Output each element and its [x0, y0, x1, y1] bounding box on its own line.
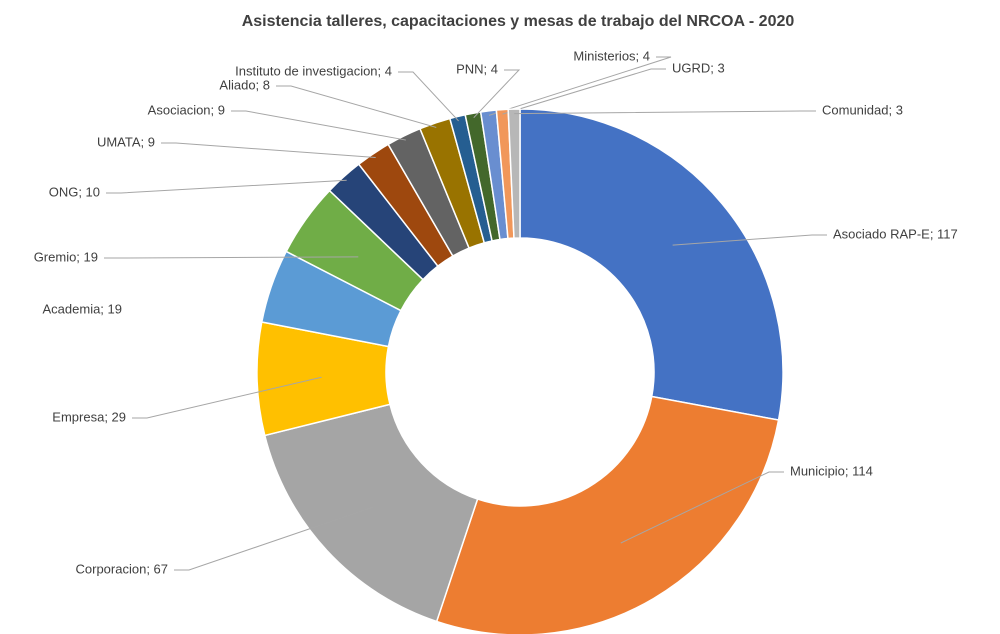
leader-line: [276, 85, 437, 128]
leader-line: [398, 71, 459, 122]
donut-slice: [519, 108, 784, 421]
data-label: Academia; 19: [43, 301, 123, 316]
donut-slice: [435, 395, 780, 634]
leader-line: [104, 256, 359, 259]
data-label: Asociado RAP-E; 117: [833, 226, 958, 241]
data-label: UMATA; 9: [97, 134, 155, 149]
leader-line: [231, 110, 406, 141]
chart-title: Asistencia talleres, capacitaciones y me…: [242, 13, 795, 30]
leader-line: [672, 234, 827, 246]
data-label: Corporacion; 67: [76, 561, 169, 576]
leader-line: [106, 179, 347, 194]
leader-line: [132, 376, 322, 419]
data-label: Comunidad; 3: [822, 102, 903, 117]
data-label: ONG; 10: [49, 184, 100, 199]
data-label: Empresa; 29: [52, 409, 126, 424]
leader-line: [514, 110, 816, 115]
leader-line: [473, 69, 521, 119]
donut-slice: [263, 403, 479, 623]
leader-line: [174, 506, 375, 571]
leader-line: [620, 471, 784, 544]
data-label: Municipio; 114: [790, 463, 873, 478]
data-label: Instituto de investigacion; 4: [235, 63, 392, 78]
leader-line: [161, 142, 376, 159]
donut-slice: [507, 108, 521, 239]
data-label: Gremio; 19: [34, 249, 98, 264]
data-label: Asociacion; 9: [148, 102, 225, 117]
leader-line: [502, 68, 666, 115]
data-label: Ministerios; 4: [573, 48, 650, 63]
data-label: PNN; 4: [456, 61, 498, 76]
data-label: Aliado; 8: [219, 77, 270, 92]
data-label: UGRD; 3: [672, 60, 725, 75]
leader-line: [488, 56, 672, 116]
